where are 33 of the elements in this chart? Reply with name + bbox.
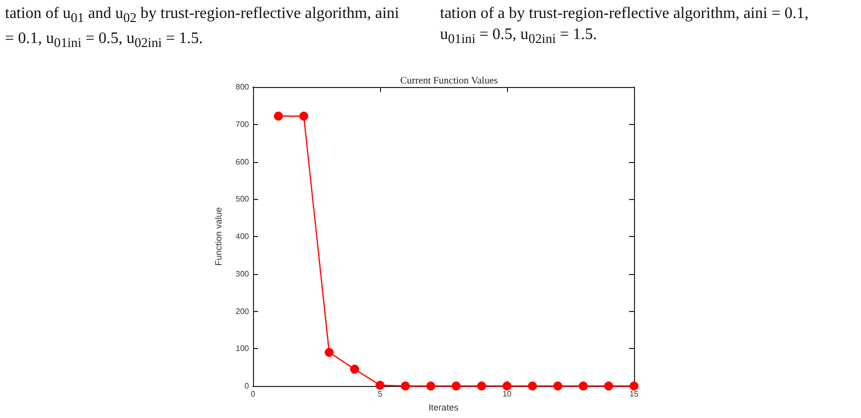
point (299, 112, 308, 121)
y-tick-label: 100 (236, 344, 250, 354)
point (604, 382, 614, 390)
point (477, 382, 486, 390)
y-tick-label: 200 (236, 306, 250, 316)
y-tick-label: 800 (236, 82, 250, 92)
x-tick-label: 10 (502, 390, 512, 398)
point (350, 364, 360, 374)
x-tick-label: 15 (630, 390, 639, 398)
point (400, 382, 410, 390)
y-tick-label: 0 (244, 382, 250, 390)
point (274, 112, 283, 121)
y-tick-label: 400 (236, 232, 250, 241)
y-tick-label: 600 (236, 157, 250, 166)
point (528, 382, 537, 390)
x-tick-label: 5 (378, 390, 383, 398)
point (578, 382, 588, 390)
y-tick-label: 700 (236, 120, 250, 129)
y-tick-label: 500 (236, 194, 250, 204)
y-tick-label: 300 (236, 269, 250, 278)
point (426, 382, 436, 390)
point (630, 382, 638, 390)
text: tation of a by trust-region-reflective algorithm, aini = 0.1, u$_{01ini}$ = 0.5, u$_{02ini}$ = 1.5. (440, 4, 810, 48)
chart-title: Current Function Values (400, 76, 498, 86)
text: tation of u$_{01}$ and u$_{02}$ by trust-region-reflective algorithm, aini = 0.1, u$_{01ini}$ = 0.5, u$_{02ini}$ = 1.5. (5, 5, 400, 50)
y-axis-title: Function value (214, 207, 224, 266)
point (553, 382, 562, 390)
x-tick-label: 0 (250, 390, 256, 398)
point (502, 382, 512, 390)
point (324, 348, 334, 357)
x-axis-title: Iterates (428, 402, 460, 412)
point (452, 382, 461, 390)
point (376, 380, 384, 390)
